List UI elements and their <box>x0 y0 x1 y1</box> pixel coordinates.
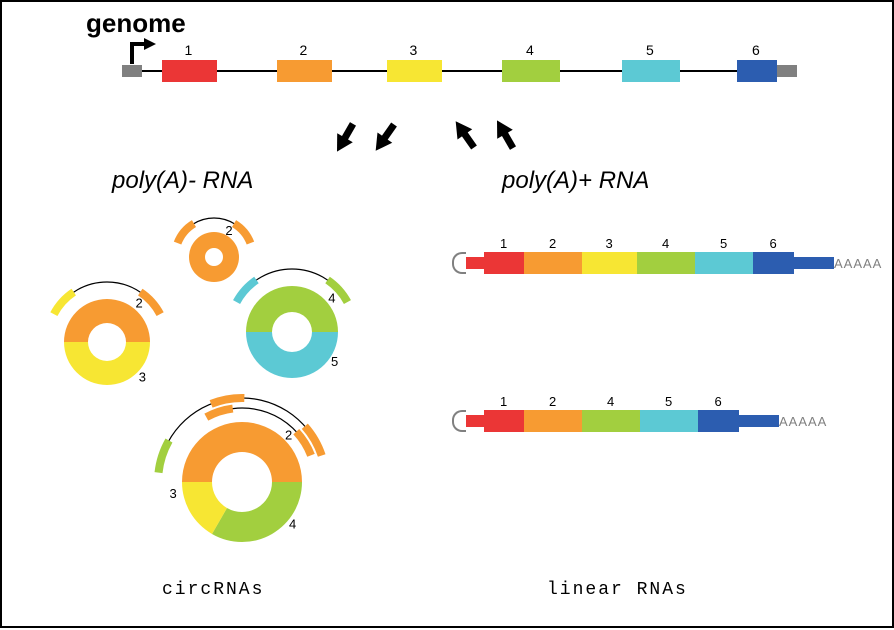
circRNA-segment <box>246 332 338 378</box>
circRNA-exon-label: 3 <box>139 369 146 384</box>
circRNA-exon-label: 2 <box>285 427 292 442</box>
read-fragment <box>234 224 250 244</box>
linearRNA-caption: linear RNAs <box>547 580 688 600</box>
circRNA-exon-label: 5 <box>331 354 338 369</box>
circRNA-exon-label: 3 <box>169 486 176 501</box>
read-fragment <box>206 409 232 418</box>
diagram-canvas: genome 123456 poly(A)- RNA poly(A)+ RNA … <box>0 0 894 628</box>
circRNA-caption: circRNAs <box>162 580 264 600</box>
circRNA-exon-label: 2 <box>225 223 232 238</box>
circRNA-exon-label: 4 <box>328 291 335 306</box>
circRNA-exon-label: 4 <box>289 516 296 531</box>
circRNA-segment <box>182 422 302 482</box>
read-fragment <box>140 292 160 314</box>
circRNA-segment <box>212 482 302 542</box>
circRNA-segment <box>214 232 239 282</box>
circRNA-segment <box>64 342 150 385</box>
circRNA-segment <box>189 232 214 282</box>
circRNA-panel: 2 3 2 5 4 4 2 3 <box>2 2 894 630</box>
circRNA-segment <box>246 286 338 332</box>
read-fragment <box>159 441 169 473</box>
read-fragment <box>237 280 257 302</box>
read-fragment <box>211 398 244 404</box>
read-fragment <box>178 224 194 244</box>
circRNA-exon-label: 2 <box>136 296 143 311</box>
read-fragment <box>54 292 74 314</box>
